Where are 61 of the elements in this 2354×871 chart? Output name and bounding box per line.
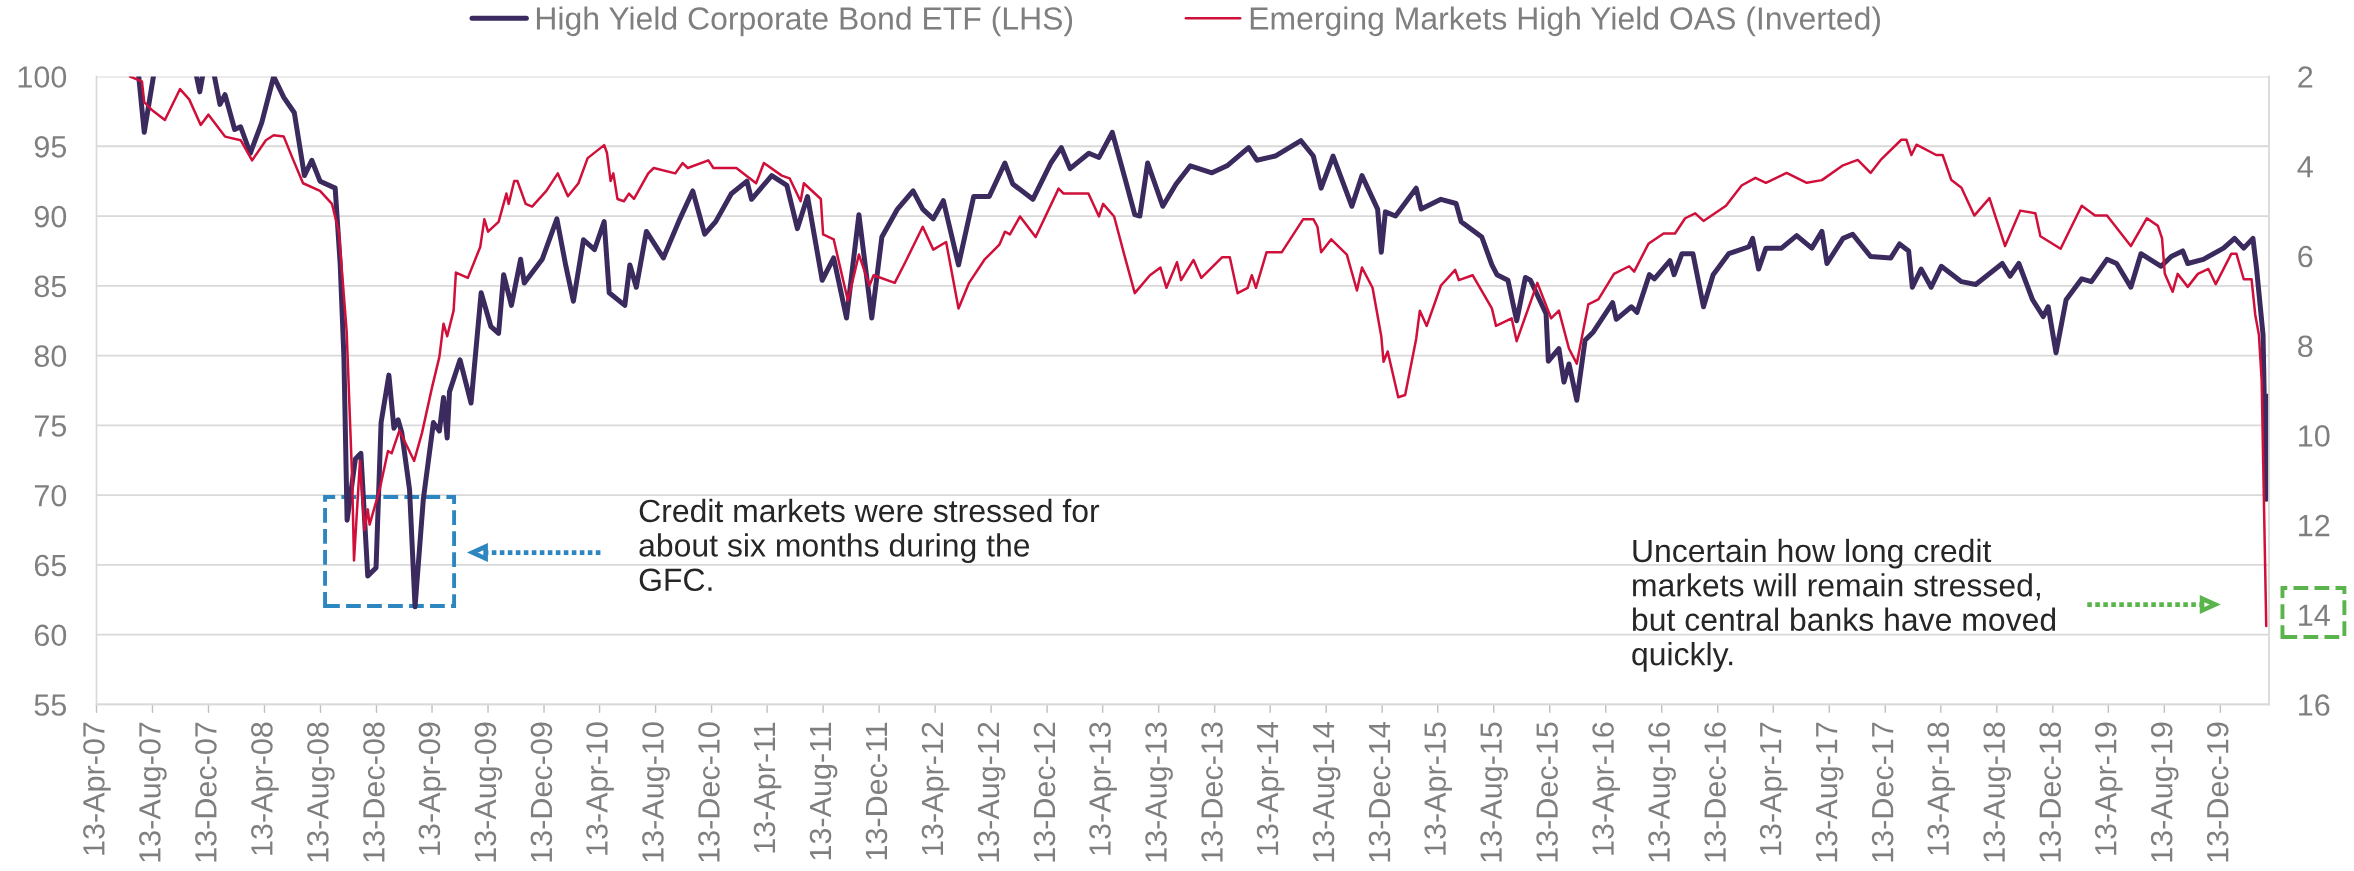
y2-tick-label: 4 bbox=[2297, 156, 2313, 178]
y2-tick-label: 6 bbox=[2298, 245, 2313, 268]
x-tick-label: 13-Aug-12 bbox=[977, 722, 1006, 862]
x-tick-label: 13-Dec-12 bbox=[1033, 722, 1056, 862]
x-tick-label: 13-Apr-17 bbox=[1759, 722, 1788, 855]
annotation: Credit markets were stressed for about six months during the GFC. bbox=[639, 498, 1100, 592]
x-tick-label: 13-Apr-09 bbox=[418, 722, 447, 855]
x-tick-label: 13-Apr-19 bbox=[2094, 722, 2123, 855]
x-tick-label: 13-Dec-07 bbox=[195, 722, 217, 862]
y-tick-label: 65 bbox=[34, 554, 67, 577]
x-tick-label: 13-Apr-16 bbox=[1592, 722, 1620, 855]
x-tick-label: 13-Dec-16 bbox=[1704, 722, 1726, 862]
x-tick-label: 13-Apr-12 bbox=[921, 722, 950, 855]
annotation: Uncertain how long credit markets will remain stressed, but central banks have moved quickly. bbox=[1632, 538, 2056, 672]
x-tick-label: 13-Apr-10 bbox=[586, 722, 614, 855]
x-tick-label: 13-Apr-11 bbox=[753, 722, 782, 853]
legend-label: Emerging Markets High Yield OAS (Inverted) bbox=[1250, 6, 1880, 37]
x-tick-label: 13-Dec-13 bbox=[1201, 722, 1223, 862]
x-tick-label: 13-Dec-11 bbox=[865, 722, 888, 860]
x-tick-label: 13-Apr-08 bbox=[251, 722, 279, 855]
x-tick-label: 13-Aug-09 bbox=[474, 722, 503, 862]
y-tick-label: 80 bbox=[34, 345, 67, 367]
x-tick-label: 13-Aug-14 bbox=[1312, 722, 1341, 862]
x-tick-label: 13-Dec-19 bbox=[2206, 722, 2229, 862]
x-tick-label: 13-Aug-08 bbox=[307, 722, 335, 862]
x-tick-label: 13-Aug-19 bbox=[2150, 722, 2179, 862]
legend-label: High Yield Corporate Bond ETF (LHS) bbox=[536, 6, 1073, 37]
y-tick-label: 95 bbox=[34, 136, 67, 158]
x-tick-label: 13-Dec-10 bbox=[698, 722, 720, 862]
x-tick-label: 13-Apr-15 bbox=[1424, 722, 1452, 855]
x-tick-label: 13-Dec-09 bbox=[530, 722, 553, 862]
y2-tick-label: 8 bbox=[2298, 335, 2313, 358]
x-tick-label: 13-Aug-17 bbox=[1815, 722, 1844, 862]
y-tick-label: 100 bbox=[18, 66, 67, 88]
x-tick-label: 13-Aug-11 bbox=[809, 722, 838, 860]
y2-tick-label: 12 bbox=[2299, 514, 2330, 537]
x-tick-label: 13-Dec-15 bbox=[1536, 722, 1558, 862]
y2-tick-label: 10 bbox=[2299, 425, 2330, 447]
x-tick-label: 13-Dec-18 bbox=[2039, 722, 2062, 862]
x-tick-label: 13-Apr-14 bbox=[1256, 722, 1285, 855]
x-tick-label: 13-Dec-17 bbox=[1871, 722, 1894, 862]
y-tick-label: 85 bbox=[34, 275, 67, 298]
y2-tick-label: 2 bbox=[2298, 66, 2313, 88]
x-tick-label: 13-Aug-13 bbox=[1145, 722, 1173, 862]
x-tick-label: 13-Aug-16 bbox=[1648, 722, 1676, 862]
y-tick-label: 75 bbox=[34, 415, 67, 437]
y-tick-label: 70 bbox=[34, 484, 67, 507]
y-tick-label: 90 bbox=[34, 205, 67, 228]
y2-tick-label: 16 bbox=[2299, 694, 2330, 716]
y-tick-label: 55 bbox=[34, 694, 67, 716]
x-tick-label: 13-Dec-08 bbox=[363, 722, 385, 862]
x-tick-label: 13-Apr-07 bbox=[83, 722, 111, 855]
x-tick-label: 13-Aug-07 bbox=[139, 722, 167, 862]
x-tick-label: 13-Apr-18 bbox=[1927, 722, 1956, 855]
x-tick-label: 13-Dec-14 bbox=[1368, 722, 1391, 862]
x-tick-label: 13-Aug-18 bbox=[1983, 722, 2012, 862]
x-tick-label: 13-Aug-10 bbox=[642, 722, 670, 862]
x-tick-label: 13-Aug-15 bbox=[1480, 722, 1508, 862]
y-tick-label: 60 bbox=[34, 624, 67, 647]
y2-tick-label: 14 bbox=[2299, 604, 2330, 626]
x-tick-label: 13-Apr-13 bbox=[1089, 722, 1117, 855]
